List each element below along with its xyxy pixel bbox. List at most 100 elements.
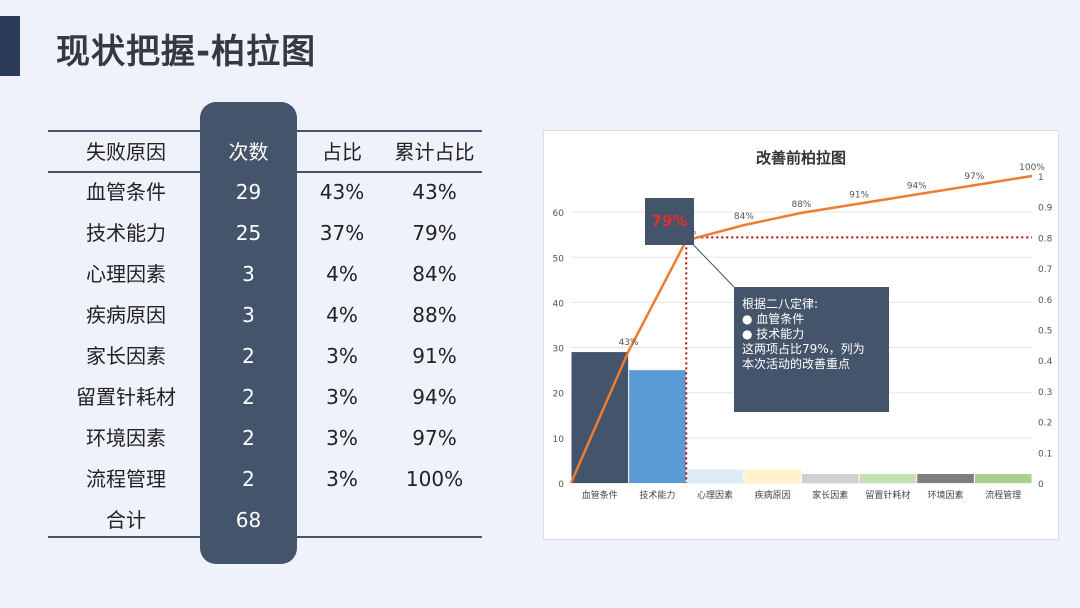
title-accent-bar <box>0 16 20 76</box>
cumulative-data-label: 91% <box>849 191 869 201</box>
table-row: 血管条件 29 43% 43% <box>48 172 482 212</box>
callout-line: ● 血管条件 <box>742 312 805 326</box>
y-left-tick-label: 60 <box>553 209 565 219</box>
cell-ratio: 43% <box>319 180 365 204</box>
table-bottom-rule <box>48 536 482 538</box>
cell-cause: 留置针耗材 <box>76 385 176 409</box>
bar <box>629 370 686 483</box>
x-tick-label: 心理因素 <box>697 489 733 501</box>
y-right-tick-label: 0.7 <box>1038 265 1052 275</box>
y-left-tick-label: 30 <box>553 345 565 355</box>
cell-ratio: 4% <box>326 303 358 327</box>
y-left-tick-label: 20 <box>553 390 565 400</box>
y-left-tick-label: 10 <box>553 435 565 445</box>
cell-ratio: 3% <box>326 385 358 409</box>
header-cause: 失败原因 <box>86 140 166 164</box>
callout-line: 这两项占比79%，列为 <box>742 342 865 356</box>
callout-line: ● 技术能力 <box>742 327 805 341</box>
cumulative-line <box>569 174 1033 484</box>
cumulative-data-label: 94% <box>907 181 927 191</box>
y-left-tick-label: 40 <box>553 299 565 309</box>
cell-cumulative: 100% <box>405 467 464 491</box>
failure-cause-table: 失败原因 次数 占比 累计占比 血管条件 29 43% 43% 技术能力 25 … <box>48 102 482 564</box>
table-row: 家长因素 2 3% 91% <box>48 336 482 376</box>
cell-cause: 血管条件 <box>86 180 166 204</box>
table-row: 流程管理 2 3% 100% <box>48 459 482 499</box>
x-tick-label: 留置针耗材 <box>865 489 910 501</box>
y-right-tick-label: 0.9 <box>1038 204 1053 214</box>
bar <box>917 473 974 483</box>
table-row: 环境因素 2 3% 97% <box>48 418 482 458</box>
table-row: 技术能力 25 37% 79% <box>48 213 482 253</box>
x-tick-label: 环境因素 <box>928 489 964 501</box>
table-row: 疾病原因 3 4% 88% <box>48 295 482 335</box>
cell-ratio: 37% <box>319 221 365 245</box>
table-row: 心理因素 3 4% 84% <box>48 254 482 294</box>
cell-count: 2 <box>242 385 255 409</box>
cell-count: 3 <box>242 303 255 327</box>
y-left-tick-label: 50 <box>553 254 565 264</box>
table-header-row: 失败原因 次数 占比 累计占比 <box>48 132 482 172</box>
y-right-tick-label: 0.4 <box>1038 357 1053 367</box>
cumulative-data-label: 43% <box>619 338 639 348</box>
bar <box>859 473 917 483</box>
cell-cumulative: 84% <box>412 262 457 286</box>
chart-title: 改善前柏拉图 <box>756 149 846 167</box>
header-cumulative: 累计占比 <box>394 140 475 164</box>
total-count: 68 <box>235 508 262 532</box>
cell-count: 2 <box>242 344 255 368</box>
y-right-tick-label: 0 <box>1038 480 1044 490</box>
cell-cumulative: 91% <box>412 344 457 368</box>
cell-ratio: 3% <box>326 344 358 368</box>
header-count: 次数 <box>228 140 269 164</box>
y-left-tick-label: 0 <box>558 480 564 490</box>
cell-cumulative: 79% <box>412 221 457 245</box>
x-tick-label: 疾病原因 <box>755 489 791 501</box>
table-row: 留置针耗材 2 3% 94% <box>48 377 482 417</box>
callout-line: 本次活动的改善重点 <box>742 357 851 371</box>
cell-cause: 流程管理 <box>86 467 166 491</box>
cumulative-data-label: 97% <box>964 172 984 182</box>
cell-cause: 疾病原因 <box>86 303 166 327</box>
callout-connector <box>685 237 735 288</box>
y-right-tick-label: 0.2 <box>1038 419 1052 429</box>
cell-ratio: 3% <box>326 426 358 450</box>
table-top-rule <box>48 130 482 132</box>
table-header-rule <box>48 171 482 173</box>
callout-line: 根据二八定律: <box>742 297 819 311</box>
count-column-highlight <box>200 102 297 564</box>
pareto-chart-svg: 改善前柏拉图 0 10 20 30 40 50 60 0 0.1 0.2 0.3 0.4 0.5 0.6 0.… <box>553 149 1053 501</box>
cutoff-badge: 79% <box>645 198 694 245</box>
bar <box>802 473 859 483</box>
cell-cause: 环境因素 <box>86 426 166 450</box>
x-tick-label: 技术能力 <box>639 489 675 501</box>
x-tick-label: 流程管理 <box>985 489 1021 501</box>
y-right-tick-label: 0.8 <box>1038 234 1053 244</box>
cell-cumulative: 88% <box>412 303 457 327</box>
cell-cause: 技术能力 <box>86 221 166 245</box>
cell-cumulative: 94% <box>412 385 457 409</box>
header-ratio: 占比 <box>322 140 362 164</box>
total-label: 合计 <box>106 508 146 532</box>
y-right-tick-label: 0.1 <box>1038 449 1052 459</box>
pareto-chart: 改善前柏拉图 0 10 20 30 40 50 60 0 0.1 0.2 0.3 0.4 0.5 0.6 0.… <box>543 130 1059 540</box>
x-tick-label: 家长因素 <box>812 489 848 501</box>
table-total-row: 合计 68 <box>48 500 482 540</box>
cumulative-data-label: 84% <box>734 212 754 222</box>
pareto-callout: 根据二八定律: ● 血管条件 ● 技术能力 这两项占比79%，列为 本次活动的改… <box>734 287 889 412</box>
y-right-tick-label: 0.6 <box>1038 296 1053 306</box>
cell-ratio: 4% <box>326 262 358 286</box>
cell-cumulative: 97% <box>412 426 457 450</box>
cumulative-data-label: 88% <box>791 200 811 210</box>
page-title: 现状把握-柏拉图 <box>56 32 317 72</box>
cell-cumulative: 43% <box>412 180 457 204</box>
cell-cause: 心理因素 <box>86 262 166 286</box>
y-right-tick-label: 1 <box>1038 173 1044 183</box>
cell-count: 25 <box>235 221 262 245</box>
cell-count: 29 <box>235 180 262 204</box>
y-right-tick-label: 0.3 <box>1038 388 1052 398</box>
bar <box>744 469 801 483</box>
cell-ratio: 3% <box>326 467 358 491</box>
y-right-tick-label: 0.5 <box>1038 327 1052 337</box>
bar <box>686 469 744 483</box>
